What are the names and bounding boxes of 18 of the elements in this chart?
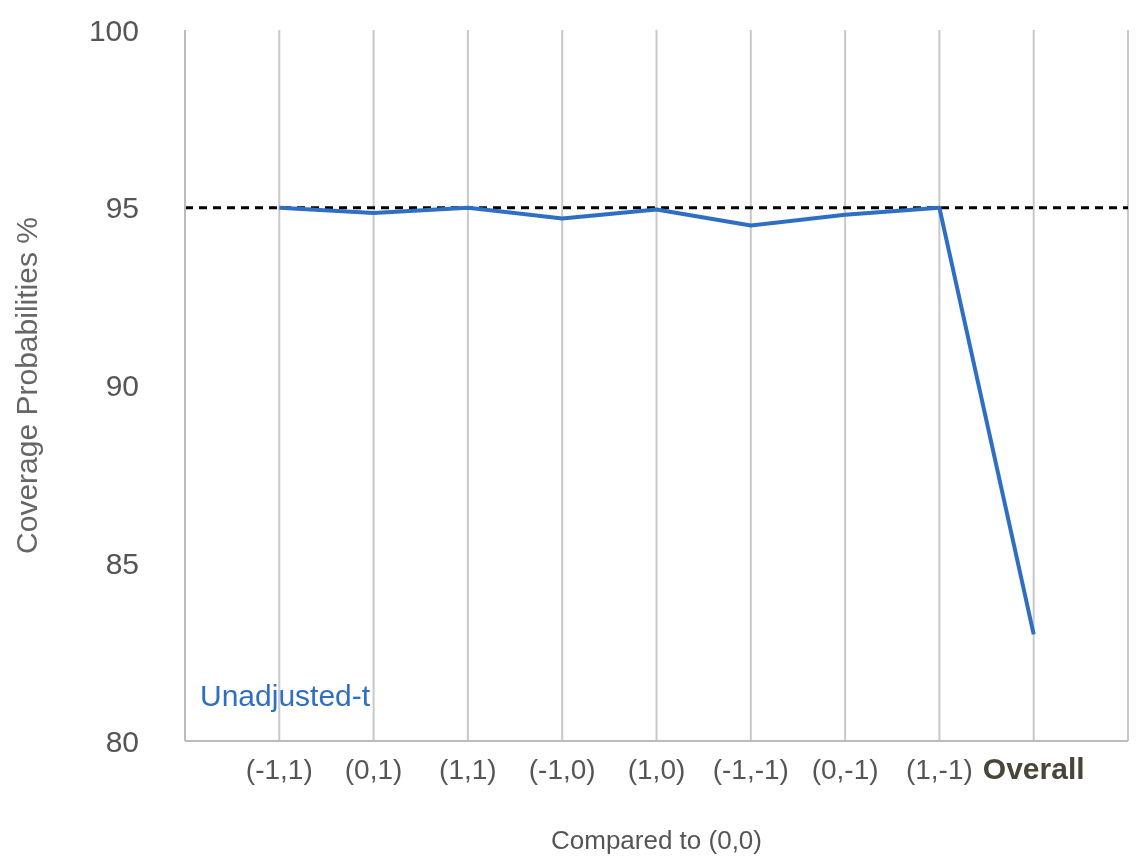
y-tick-label: 85 — [105, 546, 139, 580]
x-tick-label: (-1,1) — [245, 754, 313, 785]
x-axis-title: Compared to (0,0) — [551, 825, 762, 855]
x-tick-label: (0,1) — [344, 754, 403, 785]
y-tick-label: 90 — [105, 369, 139, 403]
y-tick-label: 80 — [105, 724, 139, 758]
x-tick-label: (1,1) — [439, 754, 497, 785]
line-series — [277, 205, 1036, 637]
x-tick-label: (0,-1) — [811, 754, 879, 785]
x-tick-label: (-1,-1) — [712, 754, 789, 785]
x-tick-label: (-1,0) — [528, 754, 596, 785]
y-tick-label: 95 — [105, 191, 139, 225]
text: Unadjusted-t — [200, 679, 371, 713]
x-tick-label: (1,0) — [627, 754, 686, 785]
y-axis-title: Coverage Probabilities % — [9, 217, 43, 554]
x-tick-label: Overall — [982, 752, 1085, 785]
x-tick-label: (1,-1) — [905, 754, 973, 785]
y-tick-label: 100 — [88, 13, 139, 47]
